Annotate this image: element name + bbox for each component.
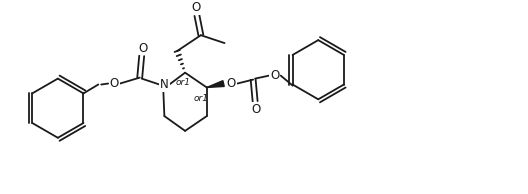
Text: O: O xyxy=(251,103,261,116)
Text: or1: or1 xyxy=(176,78,191,87)
Text: O: O xyxy=(138,42,147,55)
Text: O: O xyxy=(109,77,119,90)
Text: O: O xyxy=(191,1,201,14)
Text: O: O xyxy=(270,69,279,82)
Text: O: O xyxy=(227,77,236,90)
Polygon shape xyxy=(207,81,224,87)
Text: N: N xyxy=(160,78,169,91)
Text: or1: or1 xyxy=(193,94,209,103)
